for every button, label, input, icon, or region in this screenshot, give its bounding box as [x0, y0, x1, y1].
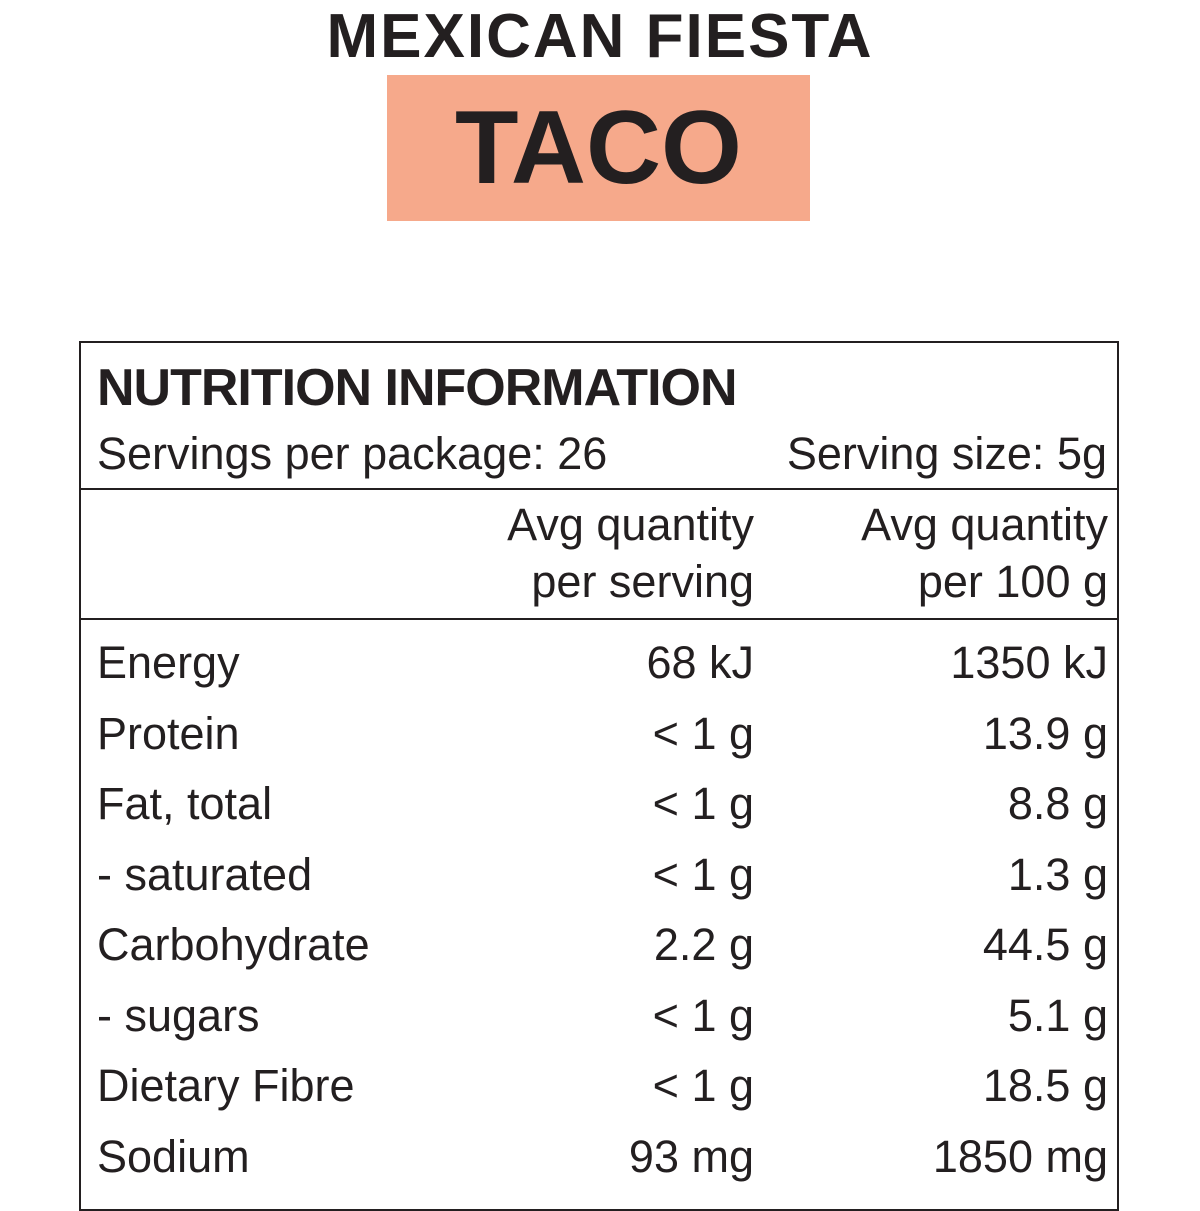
per-100g: 13.9 g	[982, 707, 1108, 759]
serving-size: Serving size: 5g	[786, 428, 1107, 479]
per-100g: 18.5 g	[982, 1060, 1108, 1111]
nutrient-name: Sodium	[97, 1130, 250, 1182]
nutrient-name: - sugars	[97, 989, 260, 1041]
per-serving: < 1 g	[652, 707, 754, 759]
tag-box	[387, 75, 810, 221]
nutrient-name: Energy	[97, 637, 240, 688]
divider	[79, 488, 1119, 490]
product-name: TACO	[455, 90, 742, 206]
per-100g: 44.5 g	[982, 919, 1108, 970]
per-serving: 93 mg	[628, 1130, 754, 1182]
per-serving: < 1 g	[652, 989, 754, 1041]
brand-title: MEXICAN FIESTA	[326, 2, 874, 71]
per-100g: 1350 kJ	[950, 637, 1108, 688]
nutrient-name: Dietary Fibre	[97, 1060, 355, 1111]
per-serving: < 1 g	[652, 848, 754, 900]
nutrient-name: Fat, total	[97, 778, 273, 829]
column-header: Avg quantity	[861, 499, 1108, 550]
per-100g: 1850 mg	[932, 1130, 1108, 1182]
per-100g: 8.8 g	[1007, 778, 1108, 829]
nutrient-name: Protein	[97, 707, 240, 759]
per-100g: 1.3 g	[1007, 848, 1108, 900]
panel-title: NUTRITION INFORMATION	[97, 359, 738, 417]
nutrient-name: Carbohydrate	[97, 919, 370, 970]
per-serving: < 1 g	[652, 1060, 754, 1111]
per-serving: 2.2 g	[653, 919, 754, 970]
per-100g: 5.1 g	[1007, 989, 1108, 1041]
nutrient-name: - saturated	[97, 848, 313, 900]
column-header: Avg quantity	[507, 499, 754, 550]
divider	[79, 618, 1119, 620]
per-serving: 68 kJ	[646, 637, 754, 688]
servings-per-package: Servings per package: 26	[97, 428, 608, 479]
column-header: per 100 g	[917, 556, 1108, 607]
column-header: per serving	[531, 556, 754, 607]
per-serving: < 1 g	[652, 778, 754, 829]
